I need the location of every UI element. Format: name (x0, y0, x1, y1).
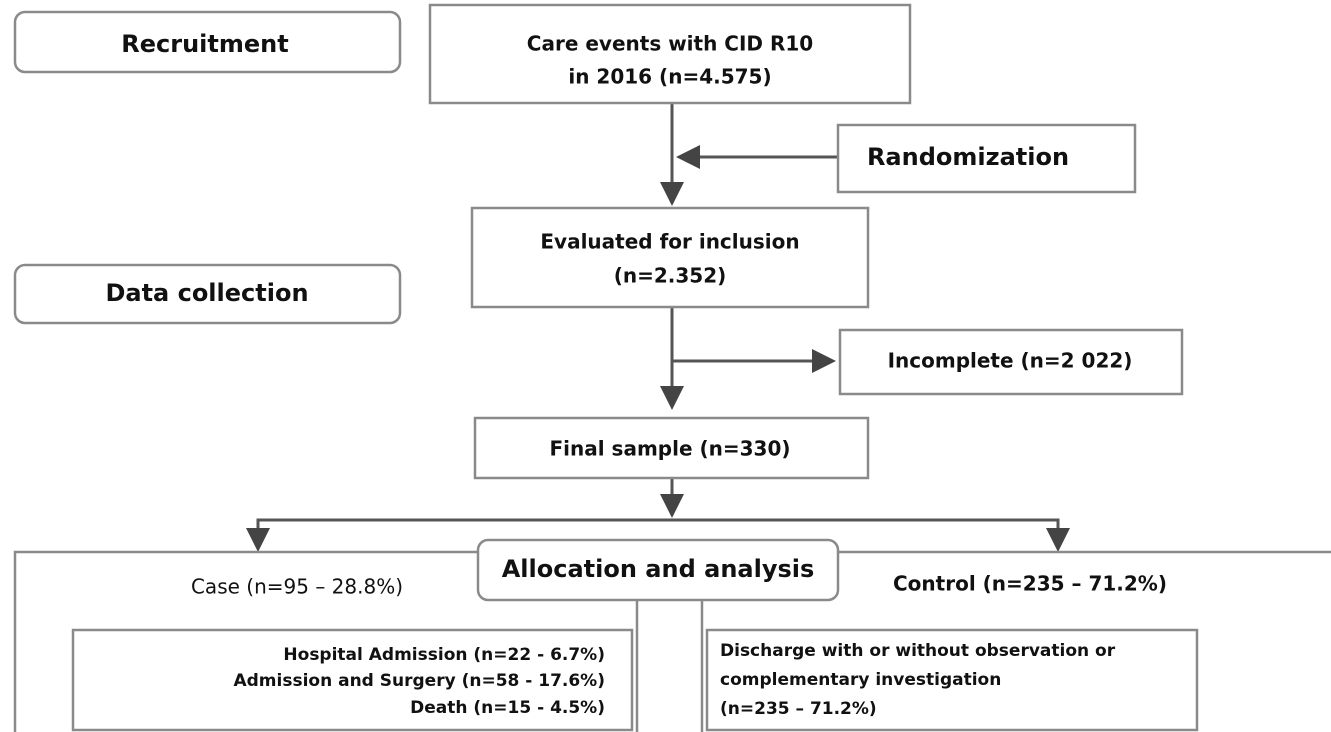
node-box (470, 206, 870, 309)
node-text: Care events with CID R10 (527, 32, 813, 56)
node-box (838, 328, 1184, 396)
stage-label: Recruitment (121, 30, 288, 58)
node-text: Discharge with or without observation or (720, 641, 1116, 661)
node-box (428, 3, 912, 105)
node-text: complementary investigation (720, 670, 1001, 690)
node-text: Admission and Surgery (n=58 - 17.6%) (233, 671, 605, 691)
stage-box (13, 10, 402, 74)
node-box (473, 416, 870, 480)
node-box (71, 628, 634, 732)
stage-label: Data collection (105, 279, 308, 307)
node-text: (n=235 – 71.2%) (720, 699, 877, 719)
stage-box (476, 538, 840, 602)
node-box (836, 123, 1137, 194)
group-label: Control (n=235 – 71.2%) (893, 572, 1167, 596)
group-label: Case (n=95 – 28.8%) (191, 575, 403, 599)
node-text: Randomization (867, 143, 1069, 171)
node-text: in 2016 (n=4.575) (568, 65, 771, 89)
stage-label: Allocation and analysis (502, 555, 815, 583)
stage-box (13, 263, 402, 325)
node-text: (n=2.352) (614, 264, 727, 288)
node-text: Death (n=15 - 4.5%) (410, 698, 605, 718)
node-box (705, 628, 1199, 732)
node-text: Evaluated for inclusion (540, 230, 799, 254)
connectors (13, 103, 1331, 732)
node-text: Final sample (n=330) (549, 437, 790, 461)
node-text: Incomplete (n=2 022) (888, 349, 1133, 373)
node-text: Hospital Admission (n=22 - 6.7%) (283, 645, 605, 665)
